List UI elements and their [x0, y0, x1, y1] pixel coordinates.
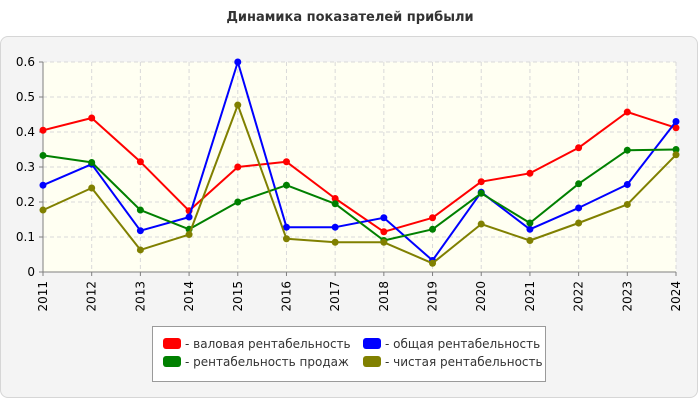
data-point-series-0 [623, 108, 631, 116]
series-line-0 [42, 111, 677, 233]
x-tick-label: 2021 [523, 281, 537, 312]
legend-label: - рентабельность продаж [185, 355, 349, 369]
data-point-series-0 [331, 195, 339, 202]
y-tick-label: 0.2 [16, 195, 35, 209]
data-point-series-3 [234, 101, 242, 109]
data-point-series-2 [234, 198, 242, 206]
data-point-series-3 [429, 259, 437, 267]
data-point-series-2 [429, 225, 437, 233]
legend-swatch-olive [363, 356, 381, 367]
data-point-series-2 [88, 158, 96, 166]
legend-label: - общая рентабельность [385, 337, 541, 351]
data-point-series-2 [526, 219, 534, 227]
data-point-series-3 [39, 206, 47, 214]
legend-item-net-margin: - чистая рентабельность [363, 354, 543, 370]
x-tick-label: 2017 [328, 281, 342, 312]
chart-title: Динамика показателей прибыли [226, 10, 474, 25]
data-point-series-3 [185, 231, 193, 239]
legend-item-total-margin: - общая рентабельность [363, 336, 540, 352]
data-point-series-3 [88, 184, 96, 192]
data-point-series-2 [623, 146, 631, 154]
data-point-series-2 [477, 189, 485, 197]
data-point-series-3 [575, 219, 583, 227]
data-point-series-1 [234, 58, 242, 66]
data-point-series-2 [672, 146, 680, 153]
data-point-series-0 [282, 158, 290, 166]
data-point-series-1 [575, 204, 583, 212]
x-tick-label: 2022 [572, 281, 586, 312]
x-tick-label: 2019 [426, 281, 440, 312]
x-tick-label: 2013 [133, 281, 147, 312]
x-tick-label: 2014 [182, 281, 196, 312]
data-point-series-1 [380, 214, 388, 222]
data-point-series-0 [477, 178, 485, 186]
data-point-series-3 [623, 200, 631, 208]
x-tick-label: 2015 [231, 281, 245, 312]
data-point-series-3 [136, 246, 144, 254]
y-tick-label: 0.5 [16, 90, 35, 104]
data-point-series-3 [672, 151, 680, 159]
data-point-series-3 [477, 220, 485, 228]
x-tick-label: 2012 [85, 281, 99, 312]
data-point-series-1 [526, 225, 534, 233]
data-point-series-2 [136, 206, 144, 214]
y-tick-label: 0 [27, 265, 35, 279]
data-point-series-0 [234, 163, 242, 171]
data-point-series-0 [429, 214, 437, 222]
x-tick-label: 2018 [377, 281, 391, 312]
legend-label: - валовая рентабельность [185, 337, 351, 351]
x-tick-label: 2024 [669, 281, 683, 312]
series-line-2 [42, 148, 677, 242]
x-tick-label: 2016 [279, 281, 293, 312]
data-point-series-3 [526, 237, 534, 244]
legend-swatch-blue [363, 338, 381, 349]
data-point-series-1 [39, 181, 47, 189]
data-point-series-0 [672, 124, 680, 132]
series-line-3 [42, 104, 677, 265]
x-tick-label: 2023 [620, 281, 634, 312]
data-point-series-2 [575, 180, 583, 188]
data-point-series-2 [282, 181, 290, 189]
data-point-series-0 [136, 158, 144, 166]
y-tick-label: 0.6 [16, 55, 35, 69]
legend-swatch-green [163, 356, 181, 367]
x-tick-label: 2020 [474, 281, 488, 312]
data-point-series-0 [88, 114, 96, 122]
data-point-series-0 [380, 228, 388, 236]
legend-item-gross-margin: - валовая рентабельность [163, 336, 351, 352]
y-tick-label: 0.3 [16, 160, 35, 174]
data-point-series-0 [575, 144, 583, 152]
data-point-series-2 [331, 200, 339, 208]
data-point-series-3 [282, 235, 290, 243]
data-point-series-1 [136, 227, 144, 235]
data-point-series-1 [185, 213, 193, 221]
data-point-series-2 [39, 151, 47, 159]
data-point-series-1 [331, 223, 339, 231]
legend-label: - чистая рентабельность [385, 355, 543, 369]
y-tick-label: 0.1 [16, 230, 35, 244]
data-point-series-3 [331, 238, 339, 246]
data-point-series-0 [526, 169, 534, 177]
data-point-series-1 [623, 181, 631, 188]
data-point-series-3 [380, 238, 388, 246]
chart-legend: - валовая рентабельность - общая рентабе… [152, 326, 546, 382]
legend-swatch-red [163, 338, 181, 349]
legend-item-sales-margin: - рентабельность продаж [163, 354, 349, 370]
data-point-series-1 [672, 118, 680, 125]
data-point-series-0 [39, 126, 47, 134]
y-tick-label: 0.4 [16, 125, 35, 139]
data-point-series-1 [282, 223, 290, 231]
x-tick-label: 2011 [36, 281, 50, 312]
